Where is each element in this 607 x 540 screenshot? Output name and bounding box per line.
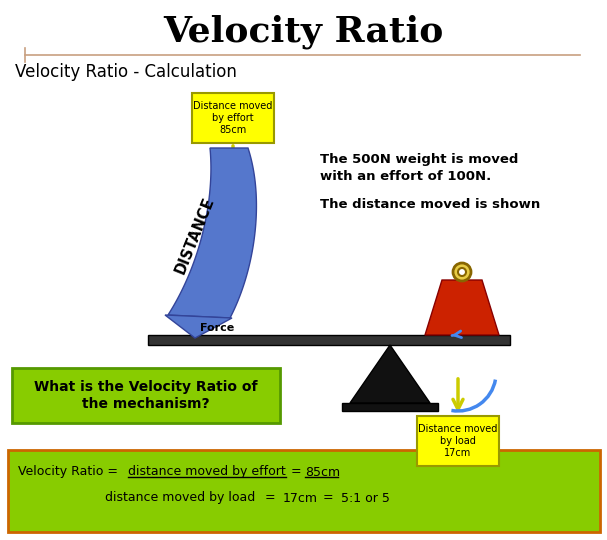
Text: What is the Velocity Ratio of
the mechanism?: What is the Velocity Ratio of the mechan… [34,380,258,410]
Text: Velocity Ratio =: Velocity Ratio = [18,465,122,478]
Polygon shape [425,280,499,335]
Text: 17cm: 17cm [283,491,318,504]
Text: Velocity Ratio: Velocity Ratio [163,15,443,49]
Text: distance moved by effort: distance moved by effort [128,465,286,478]
FancyBboxPatch shape [342,403,438,411]
Text: Distance moved
by effort
85cm: Distance moved by effort 85cm [193,102,273,134]
Text: 85cm: 85cm [305,465,340,478]
FancyBboxPatch shape [8,450,600,532]
Text: distance moved by load: distance moved by load [105,491,256,504]
Text: =: = [323,491,334,504]
Circle shape [458,268,466,276]
Polygon shape [168,148,256,318]
Text: The distance moved is shown: The distance moved is shown [320,198,540,211]
Text: 5:1 or 5: 5:1 or 5 [341,491,390,504]
Text: Distance moved
by load
17cm: Distance moved by load 17cm [418,424,498,457]
Text: =: = [265,491,276,504]
Polygon shape [350,345,430,403]
FancyBboxPatch shape [12,368,280,423]
Circle shape [453,263,471,281]
Text: The 500N weight is moved: The 500N weight is moved [320,153,518,166]
FancyBboxPatch shape [417,416,499,466]
FancyBboxPatch shape [192,93,274,143]
FancyBboxPatch shape [148,335,510,345]
Text: =: = [291,465,302,478]
Text: with an effort of 100N.: with an effort of 100N. [320,171,491,184]
Text: Force: Force [200,323,234,333]
Text: DISTANCE: DISTANCE [173,194,217,275]
Polygon shape [165,315,232,338]
Text: Velocity Ratio - Calculation: Velocity Ratio - Calculation [15,63,237,81]
